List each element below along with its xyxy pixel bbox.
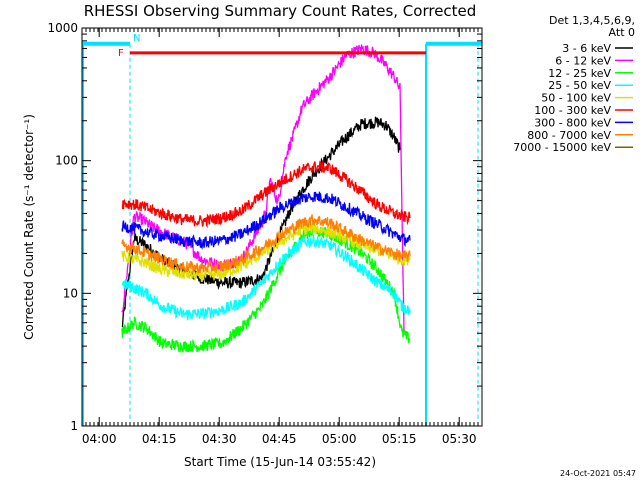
- series-line-3: [121, 234, 411, 322]
- flare-flag-label: F: [118, 48, 124, 59]
- footer-timestamp: 24-Oct-2021 05:47: [560, 469, 636, 478]
- legend-entry-label: 100 - 300 keV: [534, 104, 611, 117]
- y-tick-label: 1000: [47, 21, 78, 35]
- y-tick-label: 1: [70, 419, 78, 433]
- legend-entry-label: 6 - 12 keV: [555, 54, 611, 67]
- legend-entry-label: 50 - 100 keV: [541, 92, 611, 105]
- x-tick-label: 05:30: [442, 432, 477, 446]
- legend-entry-label: 300 - 800 keV: [534, 116, 611, 129]
- axes: 04:00 04:15 04:30 04:45 05:00 05:15 05:30 1 10 10…: [47, 21, 482, 446]
- x-tick-label: 04:00: [82, 432, 117, 446]
- flag-bars: F: [118, 48, 426, 59]
- x-tick-label: 04:30: [202, 432, 237, 446]
- x-axis-label: Start Time (15-Jun-14 03:55:42): [184, 455, 376, 469]
- night-flag-label: N: [133, 33, 140, 44]
- series-line-5: [121, 160, 411, 229]
- legend-header: Det 1,3,4,5,6,9,: [549, 14, 635, 27]
- legend-entry-label: 3 - 6 keV: [562, 42, 611, 55]
- legend-entry-label: 800 - 7000 keV: [527, 129, 611, 142]
- legend-entry-label: 7000 - 15000 keV: [513, 141, 611, 154]
- legend-entry-label: 12 - 25 keV: [548, 67, 611, 80]
- series-line-7: [121, 214, 411, 274]
- series-line-2: [121, 224, 411, 353]
- x-tick-label: 05:00: [322, 432, 357, 446]
- series-lines: [121, 44, 411, 353]
- y-tick-label: 100: [55, 154, 78, 168]
- series-line-6: [121, 191, 411, 250]
- y-axis-label: Corrected Count Rate (s⁻¹ detector⁻¹): [22, 114, 36, 340]
- chart-title: RHESSI Observing Summary Count Rates, Co…: [84, 2, 477, 20]
- y-tick-label: 10: [63, 286, 78, 300]
- legend-entry-label: 25 - 50 keV: [548, 79, 611, 92]
- x-tick-label: 04:15: [142, 432, 177, 446]
- x-tick-label: 05:15: [382, 432, 417, 446]
- x-tick-label: 04:45: [262, 432, 297, 446]
- legend-header: Att 0: [609, 26, 635, 39]
